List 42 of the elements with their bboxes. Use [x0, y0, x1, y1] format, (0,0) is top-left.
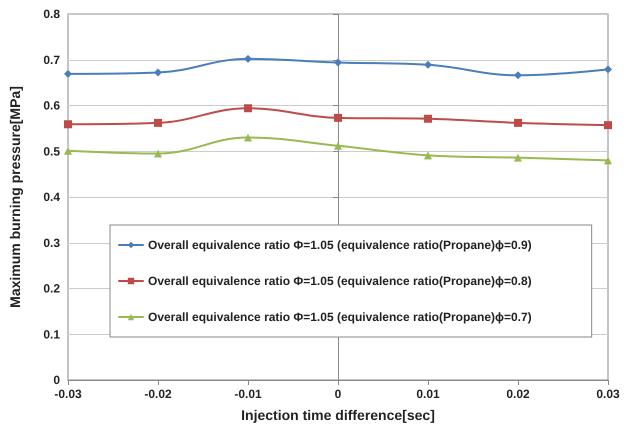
point	[64, 146, 72, 155]
point	[154, 118, 162, 127]
x-tick-label: -0.03	[54, 387, 82, 401]
y-axis-title: Maximum burning pressure[MPa]	[7, 86, 23, 308]
legend-label: Overall equivalence ratio Φ=1.05 (equivalence ratio(Propane)ϕ=0.9)	[148, 238, 532, 252]
y-tick-label: 0.4	[43, 190, 60, 204]
legend-label: Overall equivalence ratio Φ=1.05 (equivalence ratio(Propane)ϕ=0.8)	[148, 274, 532, 288]
y-tick-label: 0	[53, 373, 60, 387]
y-tick-label: 0.2	[43, 282, 60, 296]
y-tick-label: 0.3	[43, 236, 60, 250]
point	[244, 104, 252, 112]
point	[244, 134, 252, 142]
point	[64, 120, 72, 128]
y-tick-label: 0.6	[43, 98, 60, 112]
point	[424, 114, 432, 123]
point	[604, 65, 612, 74]
point	[334, 58, 342, 66]
point	[64, 70, 72, 78]
point	[514, 154, 522, 162]
x-tick-label: -0.01	[234, 387, 262, 401]
y-tick-label: 0.7	[43, 52, 60, 67]
point	[154, 68, 162, 77]
point	[514, 118, 522, 127]
point	[604, 156, 612, 164]
x-tick-label: 0.03	[596, 387, 620, 401]
point	[334, 142, 342, 150]
y-tick-label: 0.5	[43, 144, 60, 158]
point	[154, 150, 162, 158]
y-tick-label: 0.1	[43, 327, 60, 342]
x-tick-label: 0	[334, 387, 342, 401]
x-tick-label: 0.02	[506, 387, 530, 401]
x-tick-label: 0.01	[416, 387, 440, 401]
point	[244, 54, 252, 63]
x-tick-label: -0.02	[144, 387, 172, 401]
x-axis-title: Injection time difference[sec]	[241, 407, 435, 423]
point	[334, 114, 342, 122]
point	[604, 121, 612, 130]
y-tick-label: 0.8	[43, 7, 60, 21]
point	[424, 60, 432, 69]
point	[424, 151, 432, 160]
point	[514, 71, 522, 80]
legend-label: Overall equivalence ratio Φ=1.05 (equivalence ratio(Propane)ϕ=0.7)	[148, 310, 532, 324]
